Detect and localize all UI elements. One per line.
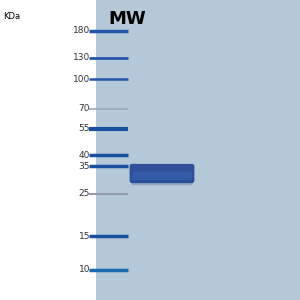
Text: 100: 100: [73, 75, 90, 84]
Text: 180: 180: [73, 26, 90, 35]
Text: 15: 15: [79, 232, 90, 241]
Text: 55: 55: [79, 124, 90, 133]
Text: 70: 70: [79, 104, 90, 113]
Text: 40: 40: [79, 151, 90, 160]
Text: MW: MW: [108, 11, 146, 28]
FancyBboxPatch shape: [132, 172, 192, 180]
Text: 130: 130: [73, 53, 90, 62]
Text: 35: 35: [79, 161, 90, 170]
Text: 25: 25: [79, 189, 90, 198]
Bar: [96, 0, 300, 300]
FancyBboxPatch shape: [132, 178, 192, 185]
Text: KDa: KDa: [3, 12, 20, 21]
FancyBboxPatch shape: [130, 164, 194, 183]
Text: 10: 10: [79, 265, 90, 274]
